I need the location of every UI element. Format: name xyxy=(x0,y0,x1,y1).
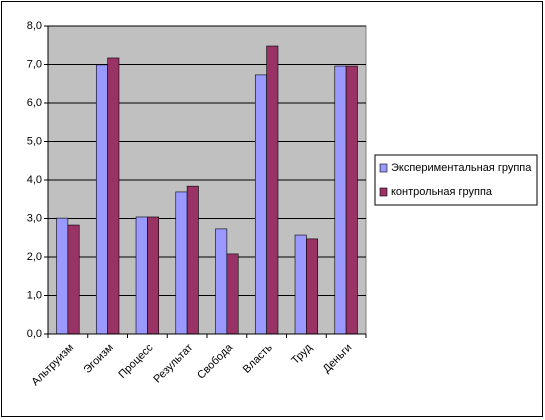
bar xyxy=(56,217,69,335)
bar xyxy=(215,228,228,335)
y-tick-label: 2,0 xyxy=(27,251,42,263)
bar xyxy=(67,224,80,335)
bar xyxy=(175,191,188,335)
bar xyxy=(226,253,239,335)
y-tick-label: 8,0 xyxy=(27,20,42,32)
bar xyxy=(345,65,358,335)
y-tick-label: 4,0 xyxy=(27,174,42,186)
y-tick-label: 1,0 xyxy=(27,289,42,301)
bar xyxy=(135,216,148,335)
y-tick-label: 5,0 xyxy=(27,135,42,147)
legend-swatch xyxy=(379,163,388,173)
legend-box xyxy=(374,154,538,206)
bar xyxy=(306,238,319,335)
legend-label: Экспериментальная группа xyxy=(391,162,532,174)
y-tick-label: 6,0 xyxy=(27,97,42,109)
bar xyxy=(147,216,160,335)
bar xyxy=(254,74,267,335)
legend-label: контрольная группа xyxy=(391,186,493,198)
y-tick-label: 3,0 xyxy=(27,212,42,224)
legend-swatch xyxy=(379,187,388,197)
y-tick-label: 0,0 xyxy=(27,328,42,340)
bar xyxy=(266,45,279,335)
bar xyxy=(95,64,108,335)
bar xyxy=(107,57,120,335)
bar xyxy=(186,185,199,335)
y-tick-label: 7,0 xyxy=(27,58,42,70)
bar xyxy=(294,234,307,335)
bar xyxy=(334,65,347,335)
